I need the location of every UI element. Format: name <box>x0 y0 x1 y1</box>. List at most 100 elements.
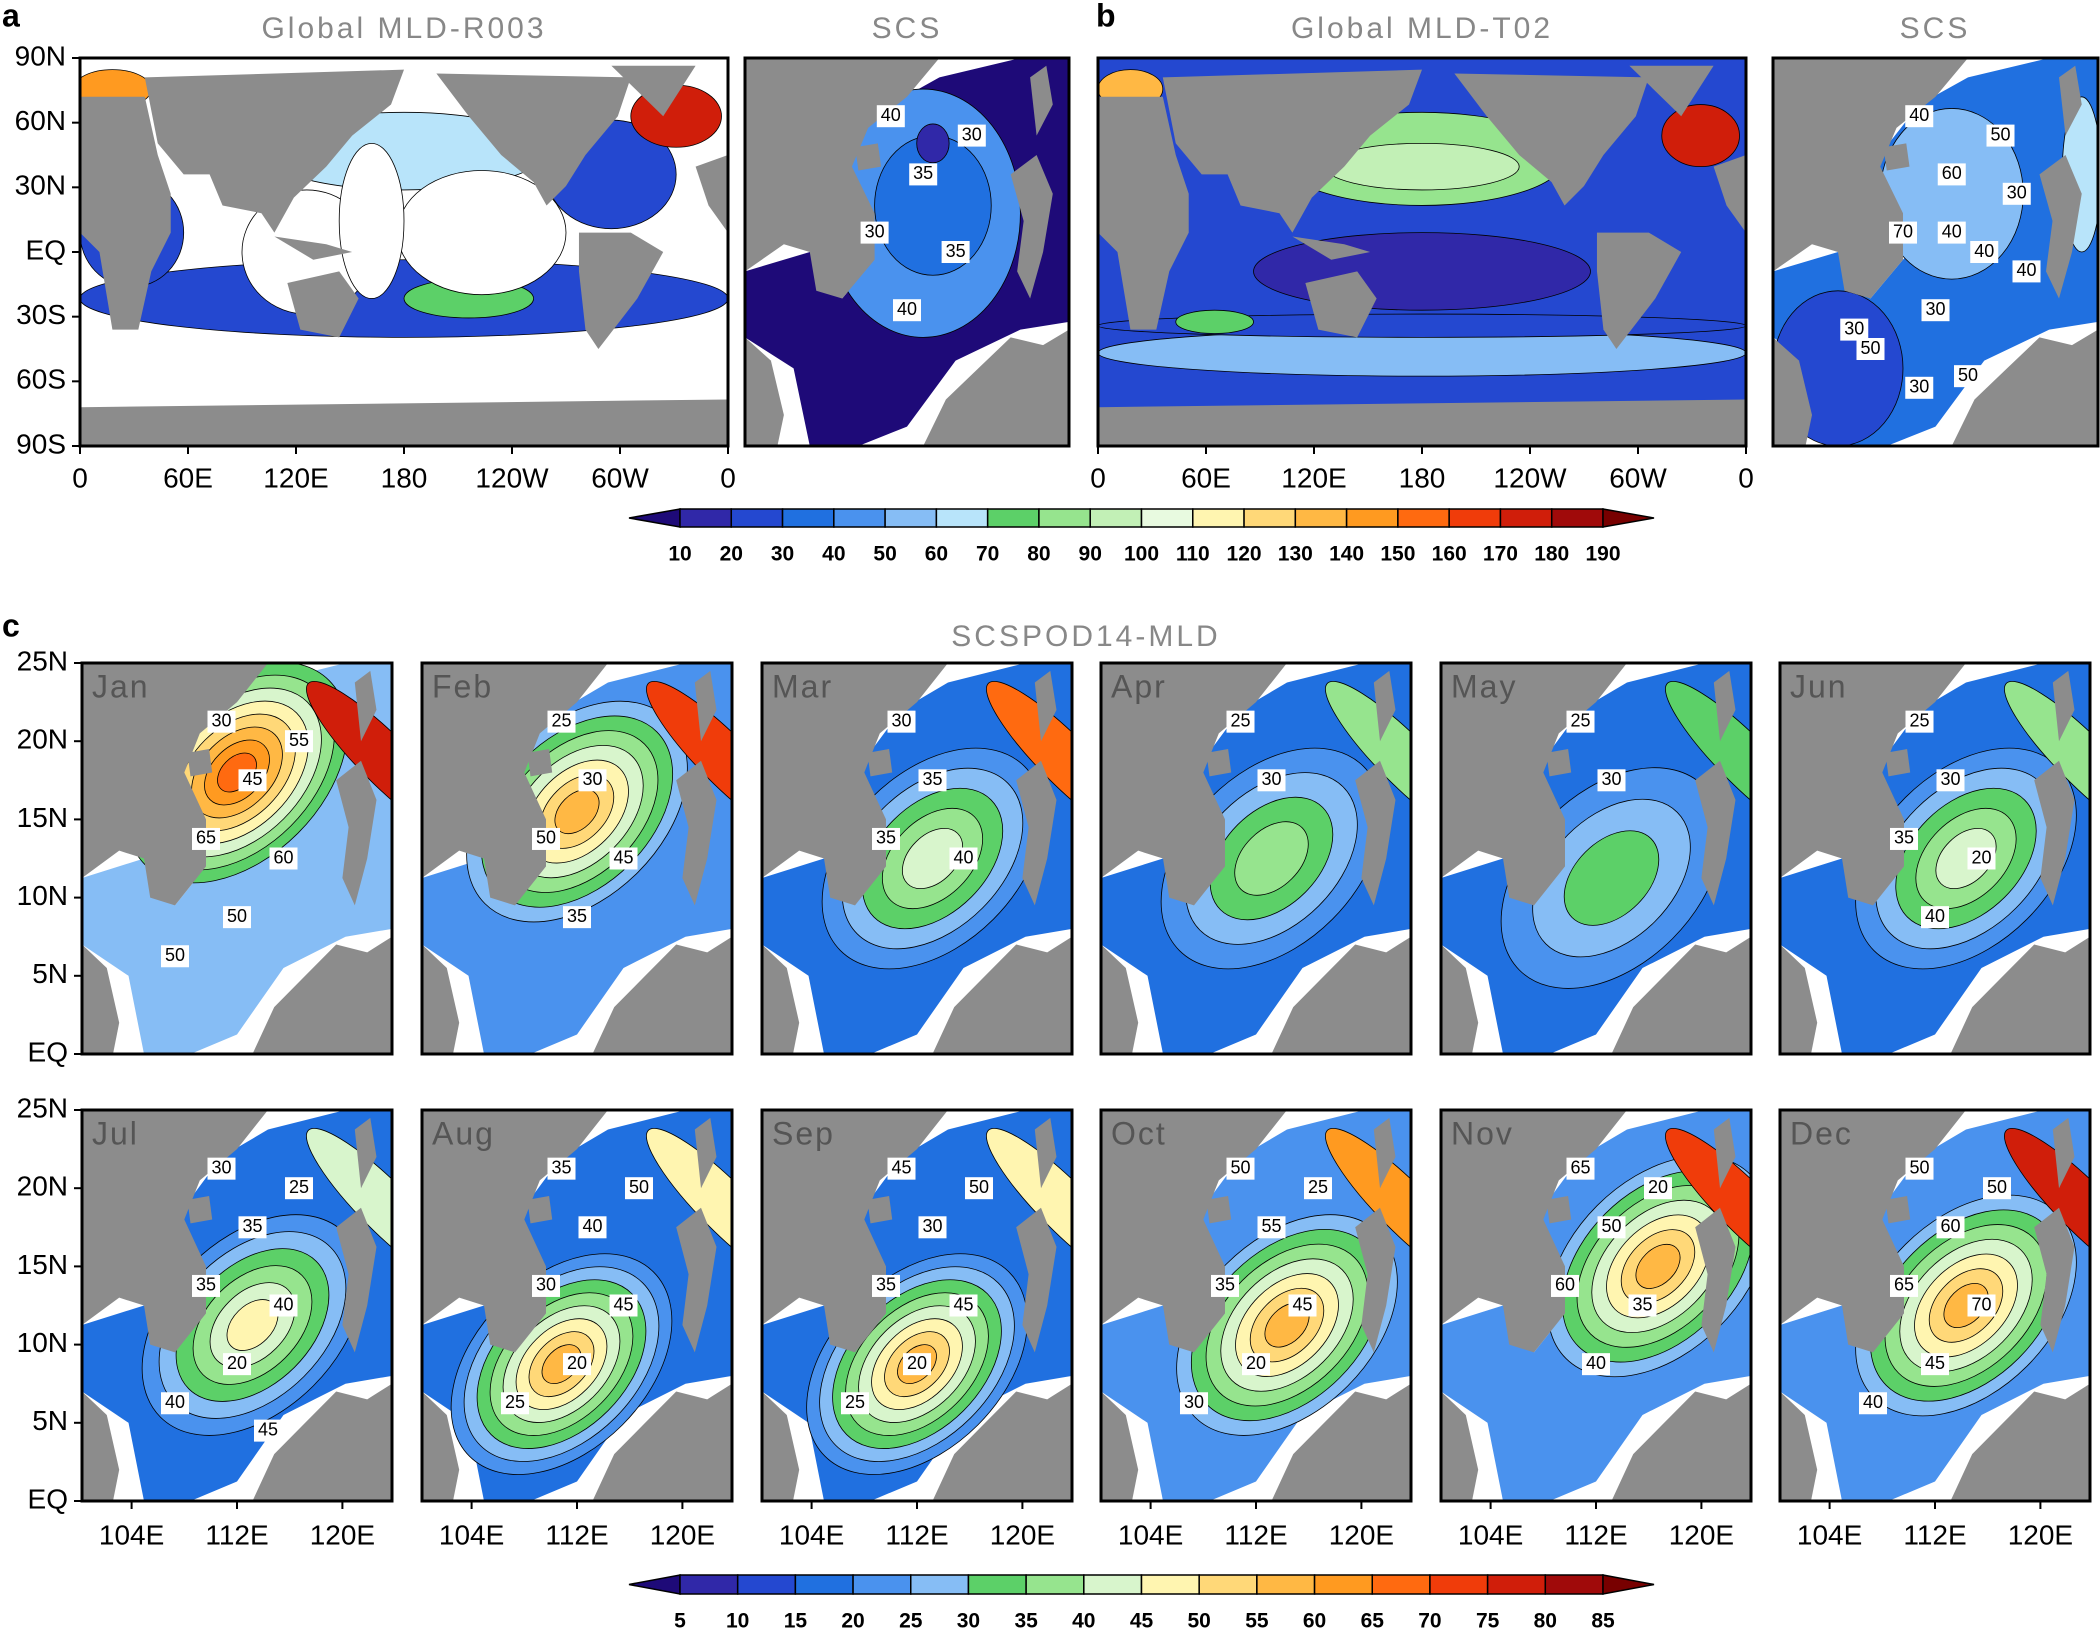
contour-label-box <box>893 299 921 322</box>
map: 35 40 30 45 20 50 25 <box>422 1110 732 1501</box>
map-title: SCS <box>872 12 943 45</box>
contour-label: 45 <box>613 847 633 867</box>
land <box>1780 944 1818 1054</box>
colorbar-box <box>794 1574 854 1595</box>
contour-label: 60 <box>1942 163 1962 183</box>
contour-label: 35 <box>1215 1275 1235 1295</box>
field-patch <box>1234 821 1309 896</box>
month-label: Aug <box>432 1115 495 1151</box>
contour-label-box <box>1921 906 1949 929</box>
contour-label-box <box>1304 1177 1332 1200</box>
contour-label-box <box>1566 1157 1595 1180</box>
contour-label-box <box>501 1392 529 1415</box>
contour-label: 20 <box>1648 1177 1668 1197</box>
contour-label: 30 <box>1601 769 1621 789</box>
land <box>762 1110 948 1353</box>
colorbar-box <box>1083 1574 1143 1595</box>
contour-label-box <box>1921 1353 1949 1376</box>
land <box>1596 232 1682 349</box>
contour-label-box <box>1936 769 1965 792</box>
contour-label: 30 <box>211 1157 231 1177</box>
contour-label: 50 <box>1601 1216 1621 1236</box>
land <box>82 663 268 906</box>
land <box>2052 1117 2075 1189</box>
contour-label: 40 <box>273 1294 293 1314</box>
contour-label: 25 <box>1570 710 1590 730</box>
colorbar-box <box>679 1574 739 1595</box>
contour-label: 35 <box>946 241 966 261</box>
x-tick-label: 112E <box>545 1519 608 1550</box>
contour-label-box <box>1582 1353 1610 1376</box>
x-tick-label: 104E <box>779 1519 844 1550</box>
contour-label: 25 <box>845 1392 865 1412</box>
land <box>676 760 717 906</box>
x-tick-label: 112E <box>1903 1519 1966 1550</box>
contour-label: 25 <box>289 1177 309 1197</box>
colorbar-box <box>679 508 733 528</box>
colorbar-label: 35 <box>1014 1610 1038 1629</box>
contour-label: 30 <box>962 124 982 144</box>
contour-label: 20 <box>1971 847 1991 867</box>
y-tick-label: EQ <box>28 1483 68 1514</box>
contour-label-box <box>269 847 298 870</box>
land <box>1441 944 1479 1054</box>
contour-label-box <box>860 221 889 244</box>
contour-label-box <box>1954 365 1982 388</box>
contour-label-box <box>1551 1274 1579 1297</box>
contour-label-box <box>876 105 905 128</box>
land <box>1016 760 1057 906</box>
contour-label: 25 <box>1308 1177 1328 1197</box>
y-tick-label: 20N <box>17 724 68 755</box>
field-patch <box>1175 309 1254 334</box>
field-patch <box>338 142 405 299</box>
contour-label-box <box>1986 124 2015 147</box>
land <box>694 670 717 742</box>
colorbar-label: 65 <box>1361 1610 1385 1629</box>
land <box>1780 663 1966 906</box>
y-tick-label: 60N <box>15 105 66 136</box>
land <box>144 69 405 233</box>
contour-label: 30 <box>2007 183 2027 203</box>
colorbar-box <box>1192 508 1245 528</box>
map-border <box>760 661 1074 1056</box>
contour-label-box <box>192 827 220 850</box>
colorbar-box <box>1294 508 1348 528</box>
land <box>694 1117 717 1189</box>
map-title: SCS <box>1900 12 1971 45</box>
colorbar-box <box>910 1574 970 1595</box>
land <box>1101 1391 1139 1501</box>
contour-label: 45 <box>953 1294 973 1314</box>
contour-label: 40 <box>165 1392 185 1412</box>
land <box>1101 944 1139 1054</box>
contour-label-box <box>1905 710 1934 733</box>
x-tick-label: 112E <box>1224 1519 1287 1550</box>
contour-label-box <box>887 710 916 733</box>
month-label: Jul <box>92 1115 139 1151</box>
map: 25 30 <box>1101 663 1411 1054</box>
contour-label-box <box>1226 710 1255 733</box>
land <box>1713 155 1746 233</box>
land <box>82 944 120 1054</box>
land <box>762 663 948 906</box>
land <box>1034 1117 1057 1189</box>
contour-label-box <box>1242 1353 1270 1376</box>
y-tick-label: EQ <box>28 1036 68 1067</box>
colorbar-label: 180 <box>1534 543 1569 566</box>
y-tick-label: EQ <box>26 234 66 265</box>
colorbar-box <box>986 508 1040 528</box>
contour-label-box <box>609 1294 638 1317</box>
contour-label: 70 <box>1971 1294 1991 1314</box>
contour-label: 55 <box>289 730 309 750</box>
panel-label: a <box>2 0 20 33</box>
land <box>2052 670 2075 742</box>
land <box>1883 143 1910 171</box>
map: 30 45 65 60 50 55 50 <box>82 663 392 1054</box>
field-patch <box>306 680 392 841</box>
land <box>252 1383 392 1501</box>
colorbar-label: 10 <box>726 1610 749 1629</box>
contour-label: 35 <box>876 1275 896 1295</box>
land <box>611 65 696 117</box>
land <box>422 1391 460 1501</box>
contour-label: 50 <box>1860 338 1880 358</box>
